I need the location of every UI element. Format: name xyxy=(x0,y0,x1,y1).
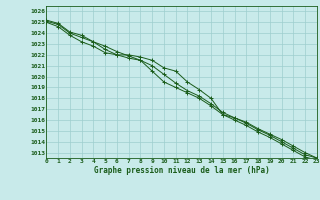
X-axis label: Graphe pression niveau de la mer (hPa): Graphe pression niveau de la mer (hPa) xyxy=(94,166,269,175)
